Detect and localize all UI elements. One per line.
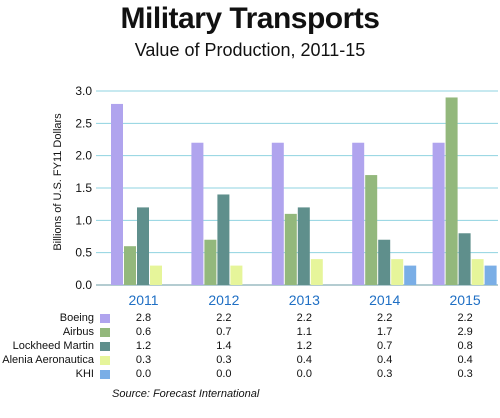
series-label: Boeing <box>59 312 94 324</box>
bar <box>432 142 445 285</box>
data-label: 0.8 <box>457 340 473 352</box>
data-label: 2.2 <box>377 312 393 324</box>
data-label: 0.0 <box>135 368 152 380</box>
series-label: KHI <box>75 368 94 380</box>
bar <box>111 103 123 285</box>
data-label: 1.1 <box>296 326 312 338</box>
legend-swatch <box>100 314 110 323</box>
bar <box>137 207 149 285</box>
data-label: 2.2 <box>216 312 232 324</box>
legend-swatch <box>100 342 110 351</box>
data-label: 0.3 <box>457 368 473 380</box>
data-label: 0.4 <box>457 354 473 366</box>
data-label: 0.3 <box>135 354 152 366</box>
category-label: 2015 <box>450 292 481 308</box>
category-label: 2012 <box>208 292 239 308</box>
category-label: 2011 <box>128 292 158 308</box>
y-tick-label: 0.5 <box>75 246 92 260</box>
y-tick-label: 1.0 <box>75 213 92 227</box>
bar <box>230 265 243 285</box>
bar <box>484 265 497 285</box>
bar <box>458 233 471 285</box>
bar <box>217 194 230 285</box>
series-label: Lockheed Martin <box>12 340 94 352</box>
series-label: Alenia Aeronautica <box>2 354 94 366</box>
y-tick-label: 1.5 <box>75 181 92 195</box>
legend-swatch <box>100 328 110 337</box>
bar <box>378 239 391 285</box>
data-label: 0.4 <box>296 354 312 366</box>
data-label: 0.3 <box>216 354 232 366</box>
source-note: Source: Forecast International <box>112 388 260 400</box>
chart-title: Military Transports <box>120 2 380 35</box>
bar <box>471 259 484 285</box>
table-row: Airbus 0.6 0.7 1.1 1.7 2.9 <box>0 326 500 340</box>
data-label: 0.0 <box>296 368 312 380</box>
bar <box>271 142 284 285</box>
category-label: 2013 <box>289 292 320 308</box>
bar <box>124 246 136 285</box>
grid-lines <box>96 90 498 286</box>
y-tick-label: 0.0 <box>75 278 92 292</box>
data-label: 0.7 <box>216 326 232 338</box>
data-label: 0.3 <box>377 368 393 380</box>
legend-swatch <box>100 356 110 365</box>
data-label: 2.2 <box>457 312 473 324</box>
bar <box>445 97 458 285</box>
category-label: 2014 <box>369 292 400 308</box>
bar <box>310 259 323 285</box>
data-label: 1.2 <box>135 340 152 352</box>
data-label: 0.0 <box>216 368 232 380</box>
bar <box>204 239 217 285</box>
category-labels: 2011 2012 2013 2014 2015 <box>128 292 480 308</box>
bar <box>352 142 365 285</box>
data-label: 0.7 <box>377 340 393 352</box>
bar-chart: 0.00.51.01.52.02.53.0 2011 2012 2013 2014 20… <box>75 84 498 308</box>
bar <box>391 259 404 285</box>
table-row: KHI 0.0 0.0 0.0 0.3 0.3 <box>0 368 500 382</box>
bar <box>404 265 417 285</box>
chart-subtitle: Value of Production, 2011-15 <box>134 40 366 60</box>
legend-swatch <box>100 370 110 379</box>
data-label: 2.2 <box>296 312 312 324</box>
y-tick-label: 2.0 <box>75 149 92 163</box>
data-label: 2.8 <box>135 312 152 324</box>
y-tick-labels: 0.0 0.5 1.0 1.5 2.0 2.5 3.0 <box>75 84 92 292</box>
y-tick-label: 2.5 <box>75 116 92 130</box>
bar <box>284 213 297 285</box>
table-row: Alenia Aeronautica 0.3 0.3 0.4 0.4 0.4 <box>0 354 500 368</box>
data-label: 1.2 <box>296 340 312 352</box>
table-row: Boeing 2.8 2.2 2.2 2.2 2.2 <box>0 312 500 326</box>
table-row: Lockheed Martin 1.2 1.4 1.2 0.7 0.8 <box>0 340 500 354</box>
data-label: 0.6 <box>135 326 152 338</box>
bars <box>111 97 497 285</box>
bar <box>297 207 310 285</box>
y-tick-label: 3.0 <box>75 84 92 98</box>
data-label: 1.4 <box>216 340 232 352</box>
data-label: 1.7 <box>377 326 393 338</box>
bar <box>150 265 162 285</box>
data-label: 2.9 <box>457 326 473 338</box>
bar <box>365 175 378 285</box>
series-label: Airbus <box>62 326 94 338</box>
bar <box>191 142 204 285</box>
data-label: 0.4 <box>377 354 393 366</box>
